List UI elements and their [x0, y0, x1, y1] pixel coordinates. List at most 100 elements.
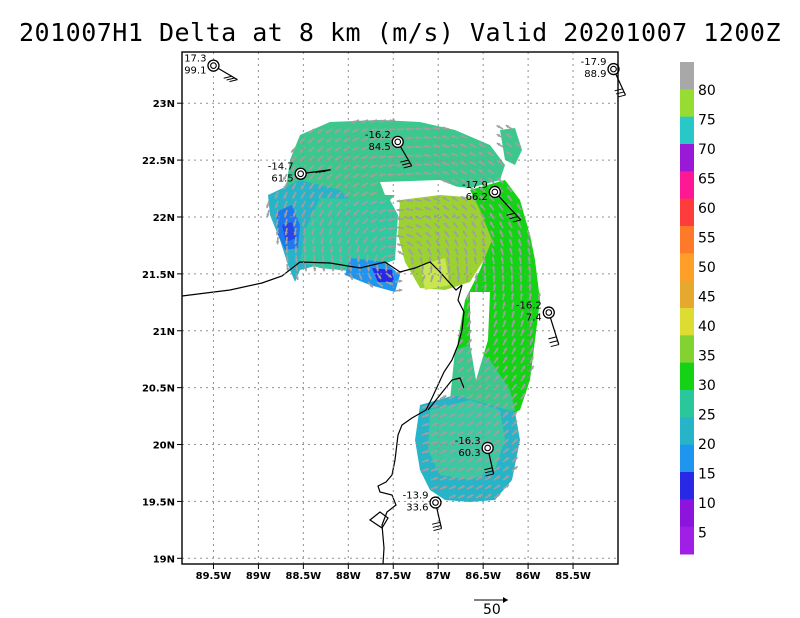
wind-vector-head — [509, 247, 513, 252]
wind-vector-head — [496, 484, 501, 489]
wind-vector-head — [433, 206, 438, 210]
wind-vector-head — [361, 128, 365, 133]
wind-vector-head — [513, 411, 517, 416]
wind-vector-head — [284, 231, 288, 236]
wind-barb-staff — [494, 191, 522, 221]
wind-vector-head — [455, 256, 459, 261]
wind-vector-head — [425, 423, 429, 427]
wind-vector-head — [498, 204, 502, 208]
wind-vector-head — [352, 129, 356, 133]
wind-vector-head — [275, 222, 279, 227]
wind-vector-head — [405, 154, 409, 158]
observation-inner-circle — [545, 309, 553, 316]
colorbar-segment — [680, 362, 694, 391]
wind-vector-head — [521, 356, 525, 361]
wind-vector-head — [447, 274, 452, 279]
wind-vector-head — [519, 292, 524, 296]
wind-vector-head — [488, 169, 492, 173]
wind-vector-head — [283, 204, 288, 208]
wind-vector-head — [452, 449, 456, 453]
colorbar-segment — [680, 89, 694, 118]
observation: 17.399.1 — [184, 54, 238, 83]
wind-vector-head — [452, 196, 456, 200]
wind-vector-head — [506, 151, 510, 155]
wind-vector-head — [334, 147, 339, 152]
wind-vector-head — [460, 152, 464, 156]
wind-vector-head — [361, 137, 365, 142]
field-region-central — [300, 198, 398, 272]
wind-vector-head — [326, 148, 330, 152]
wind-vector-head — [452, 205, 456, 209]
wind-vector-head — [503, 347, 507, 352]
wind-vector-head — [491, 265, 496, 269]
colorbar-segment — [680, 116, 694, 145]
wind-vector-head — [499, 212, 503, 217]
wind-barb-feather — [550, 344, 559, 348]
wind-vector-head — [266, 204, 270, 208]
map-title: 201007H1 Delta at 8 km (m/s) Valid 20201… — [18, 18, 781, 47]
wind-vector-head — [443, 431, 447, 435]
wind-vector-head — [530, 365, 534, 370]
wind-vector-head — [507, 195, 511, 199]
wind-vector-head — [504, 375, 508, 379]
wind-vector-head — [468, 357, 473, 362]
wind-vector-head — [329, 249, 334, 254]
wind-vector-head — [320, 231, 324, 235]
wind-vector-head — [467, 302, 471, 306]
wind-vector-head — [460, 170, 465, 174]
wind-vector-head — [434, 449, 438, 454]
observation: -17.988.9 — [581, 57, 627, 98]
wind-vector-head — [396, 127, 400, 132]
wind-vector-head — [445, 239, 449, 244]
wind-vector-head — [466, 292, 470, 297]
wind-vector-head — [356, 259, 361, 263]
wind-vector-head — [453, 230, 458, 235]
wind-vector-head — [496, 125, 501, 129]
wind-vector-head — [292, 204, 296, 208]
observation-inner-circle — [484, 444, 491, 452]
wind-vector-head — [452, 458, 456, 462]
observation-markers: 17.399.1-17.988.9-16.284.5-14.761.5-17.9… — [184, 54, 627, 532]
wind-barb-feather — [615, 91, 625, 95]
observation-bottom-label: 61.5 — [271, 174, 293, 185]
wind-vector-head — [470, 196, 474, 200]
wind-vector-head — [520, 310, 524, 315]
colorbar-segment — [680, 390, 694, 418]
wind-vector-head — [522, 393, 526, 397]
wind-vector-head — [442, 153, 446, 157]
wind-vector-head — [514, 457, 518, 461]
wind-vector-head — [474, 274, 478, 278]
coastline-north — [182, 261, 463, 297]
wind-vector-head — [481, 221, 485, 226]
wind-vector-head — [405, 163, 409, 167]
wind-vector-head — [370, 164, 374, 169]
wind-vector-head — [501, 283, 505, 287]
wind-vector-head — [436, 248, 440, 252]
wind-vector-head — [428, 256, 432, 261]
wind-vector-head — [451, 135, 455, 139]
wind-vector-head — [470, 494, 474, 498]
wind-vector-head — [361, 119, 365, 124]
wind-vector-head — [522, 384, 526, 388]
wind-vector-head — [482, 256, 486, 261]
coastline — [182, 261, 465, 564]
wind-vector-head — [379, 228, 383, 232]
colorbar-segment — [680, 62, 694, 90]
y-tick-label: 23N — [153, 99, 175, 110]
wind-vector-head — [469, 385, 473, 389]
wind-vector-head — [361, 192, 366, 196]
colorbar-label: 65 — [698, 172, 716, 188]
wind-vector-head — [478, 161, 483, 165]
wind-vector-head — [422, 275, 426, 279]
wind-vector-head — [461, 494, 465, 498]
wind-barb-feather — [617, 94, 626, 98]
wind-vector-head — [326, 166, 330, 170]
wind-vector-head — [292, 185, 296, 190]
wind-vector-head — [496, 494, 501, 498]
plot-frame — [181, 51, 619, 565]
wind-vector-head — [423, 126, 427, 131]
wind-vector-head — [492, 283, 497, 287]
wind-vector-head — [343, 147, 348, 151]
wind-vector-head — [478, 430, 482, 434]
wind-vector-head — [361, 201, 366, 205]
